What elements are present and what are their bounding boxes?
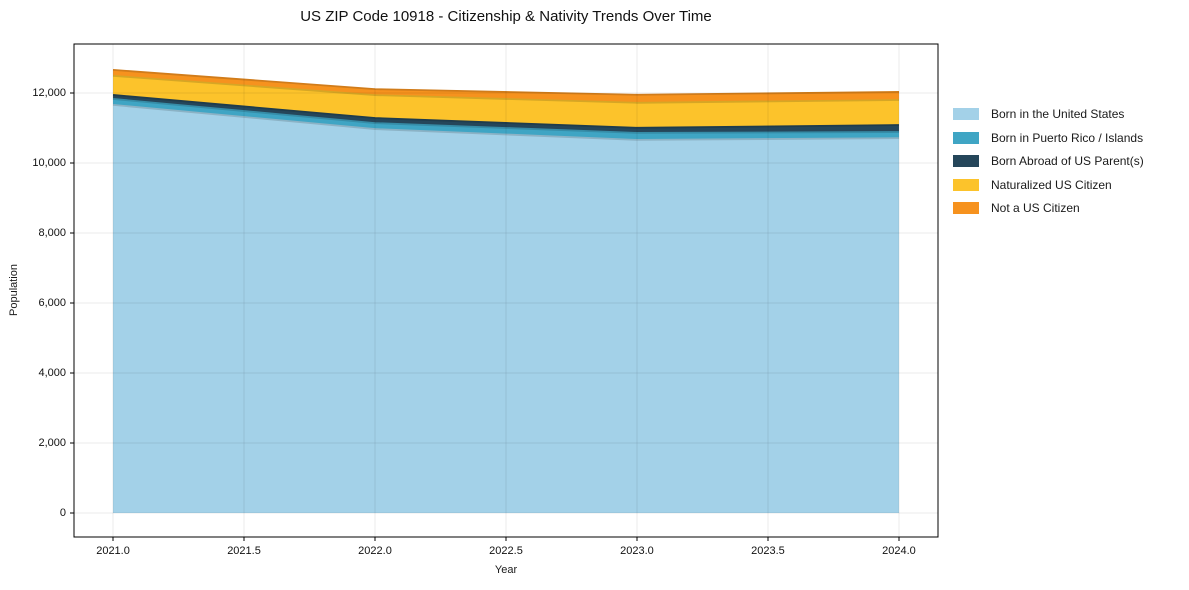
chart-title: US ZIP Code 10918 - Citizenship & Nativi…: [300, 8, 712, 25]
x-tick-label: 2024.0: [882, 545, 916, 557]
legend-label: Not a US Citizen: [991, 201, 1080, 215]
legend-swatch: [953, 202, 979, 214]
y-tick-label: 2,000: [38, 437, 66, 450]
legend-swatch: [953, 131, 979, 144]
area-born-abroad-of-us-parent-s: [113, 94, 899, 133]
legend: Born in the United States Born in Puerto …: [953, 107, 1144, 225]
y-tick-label: 12,000: [32, 87, 66, 99]
y-tick-label: 8,000: [38, 227, 66, 239]
y-tick-label: 0: [59, 507, 66, 520]
legend-label: Born in Puerto Rico / Islands: [991, 130, 1144, 145]
y-tick-label: 10,000: [32, 157, 66, 169]
area-edge-naturalized-us-citizen: [112, 74, 899, 104]
legend-swatch: [953, 155, 979, 167]
area-naturalized-us-citizen: [113, 75, 899, 128]
area-edge-born-abroad-of-us-parent-s: [112, 94, 899, 129]
x-tick-label: 2023.5: [751, 545, 785, 557]
x-tick-label: 2022.0: [358, 545, 392, 557]
legend-label: Naturalized US Citizen: [991, 177, 1112, 192]
legend-swatch: [953, 108, 979, 120]
area-edge-born-in-puerto-rico-islands: [112, 98, 899, 134]
legend-item-naturalized-us-citizen: Naturalized US Citizen: [953, 178, 1144, 192]
x-tick-label: 2022.5: [489, 545, 523, 557]
x-tick-label: 2023.0: [620, 545, 654, 557]
legend-item-born-abroad-of-us-parent-s: Born Abroad of US Parent(s): [953, 154, 1144, 168]
area-born-in-the-united-states: [113, 104, 899, 514]
x-axis-label: Year: [494, 564, 518, 576]
y-tick-label: 4,000: [38, 367, 66, 380]
y-tick-label: 6,000: [38, 297, 66, 309]
area-edge-not-a-us-citizen: [112, 69, 899, 96]
legend-item-born-in-the-united-states: Born in the United States: [953, 107, 1144, 121]
area-edge-born-in-the-united-states: [112, 104, 899, 141]
legend-item-born-in-puerto-rico-islands: Born in Puerto Rico / Islands: [953, 131, 1144, 145]
legend-item-not-a-us-citizen: Not a US Citizen: [953, 201, 1144, 215]
legend-label: Born Abroad of US Parent(s): [991, 154, 1144, 168]
x-tick-label: 2021.0: [96, 545, 130, 557]
x-tick-label: 2021.5: [227, 545, 261, 557]
legend-swatch: [953, 178, 979, 191]
legend-label: Born in the United States: [991, 107, 1125, 121]
area-born-in-puerto-rico-islands: [113, 98, 899, 140]
